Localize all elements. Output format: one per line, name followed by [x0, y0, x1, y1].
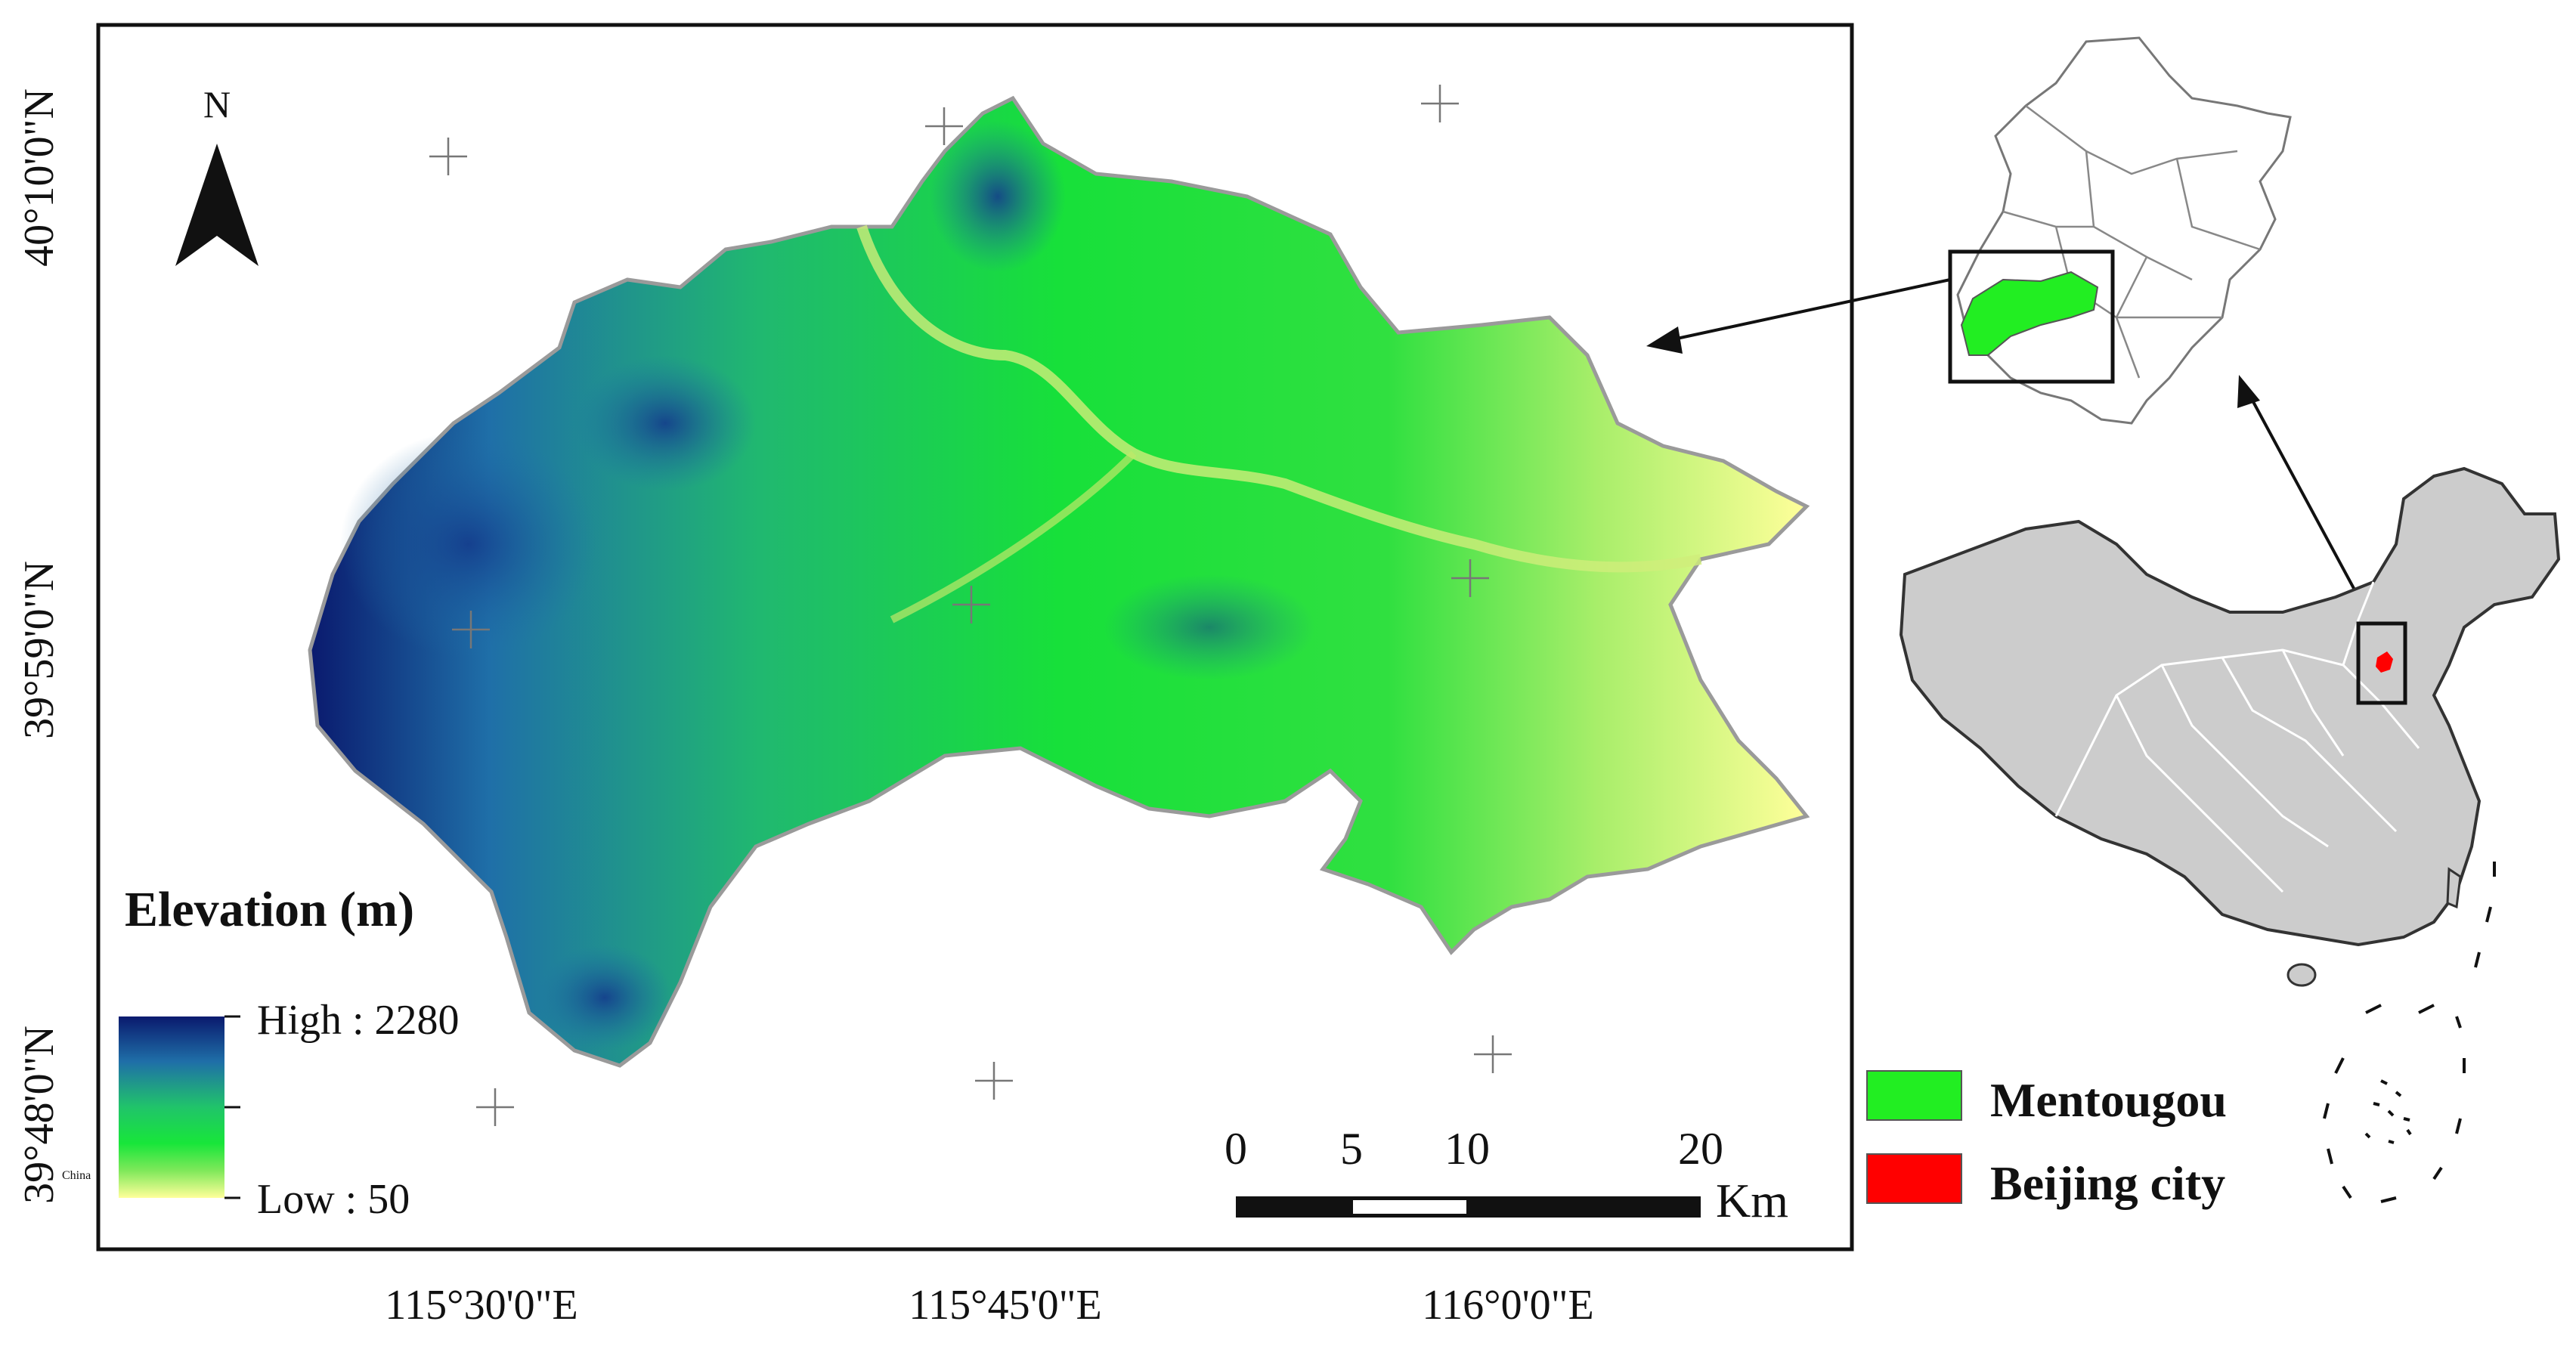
legend-high-label: High : 2280 — [257, 997, 460, 1044]
south-china-sea-islands — [2364, 1079, 2412, 1144]
locator-arrow-beijing — [1646, 278, 1951, 354]
lat-label-1: 40°10'0"N — [16, 88, 63, 267]
mentougou-inset-shape — [1960, 271, 2099, 356]
elevation-legend: Elevation (m) High : 2280 Low : 50 China — [62, 882, 460, 1223]
inset-legend: Mentougou Beijing city — [1866, 1070, 2227, 1210]
lat-label-2: 39°59'0"N — [16, 561, 63, 739]
taiwan-island — [2446, 867, 2462, 909]
legend-label-mentougou: Mentougou — [1990, 1073, 2227, 1127]
scale-tick-0: 0 — [1225, 1124, 1247, 1174]
beijing-inset-map — [1948, 36, 2292, 425]
scale-bar: 0 5 10 20 Km — [1225, 1124, 1788, 1227]
lon-label-1: 115°30'0"E — [385, 1282, 577, 1329]
legend-low-label: Low : 50 — [257, 1176, 410, 1223]
hainan-island — [2287, 963, 2317, 987]
elevation-color-ramp — [119, 1016, 224, 1198]
beijing-highlight-box — [2356, 621, 2407, 705]
legend-swatch-beijing — [1866, 1153, 1962, 1204]
scale-tick-10: 10 — [1444, 1124, 1490, 1174]
lon-label-2: 115°45'0"E — [909, 1282, 1101, 1329]
scale-unit: Km — [1716, 1174, 1788, 1227]
north-arrow-icon — [175, 144, 259, 266]
china-inset-map — [1899, 466, 2561, 1203]
legend-small-text: China — [62, 1169, 91, 1182]
north-arrow-label: N — [203, 83, 231, 125]
south-china-sea-dashes — [2323, 862, 2496, 1203]
mentougou-terrain — [308, 95, 1810, 1068]
legend-title: Elevation (m) — [125, 882, 414, 937]
legend-swatch-mentougou — [1866, 1070, 1962, 1121]
north-arrow: N — [175, 83, 259, 266]
beijing-city-shape — [2376, 651, 2393, 673]
scale-tick-5: 5 — [1340, 1124, 1363, 1174]
mentougou-highlight-box — [1948, 249, 2115, 384]
legend-label-beijing: Beijing city — [1990, 1156, 2225, 1210]
lat-label-3: 39°48'0"N — [16, 1026, 63, 1204]
graticule-crosses — [429, 85, 1512, 1126]
lon-label-3: 116°0'0"E — [1422, 1282, 1593, 1329]
scale-tick-20: 20 — [1678, 1124, 1723, 1174]
